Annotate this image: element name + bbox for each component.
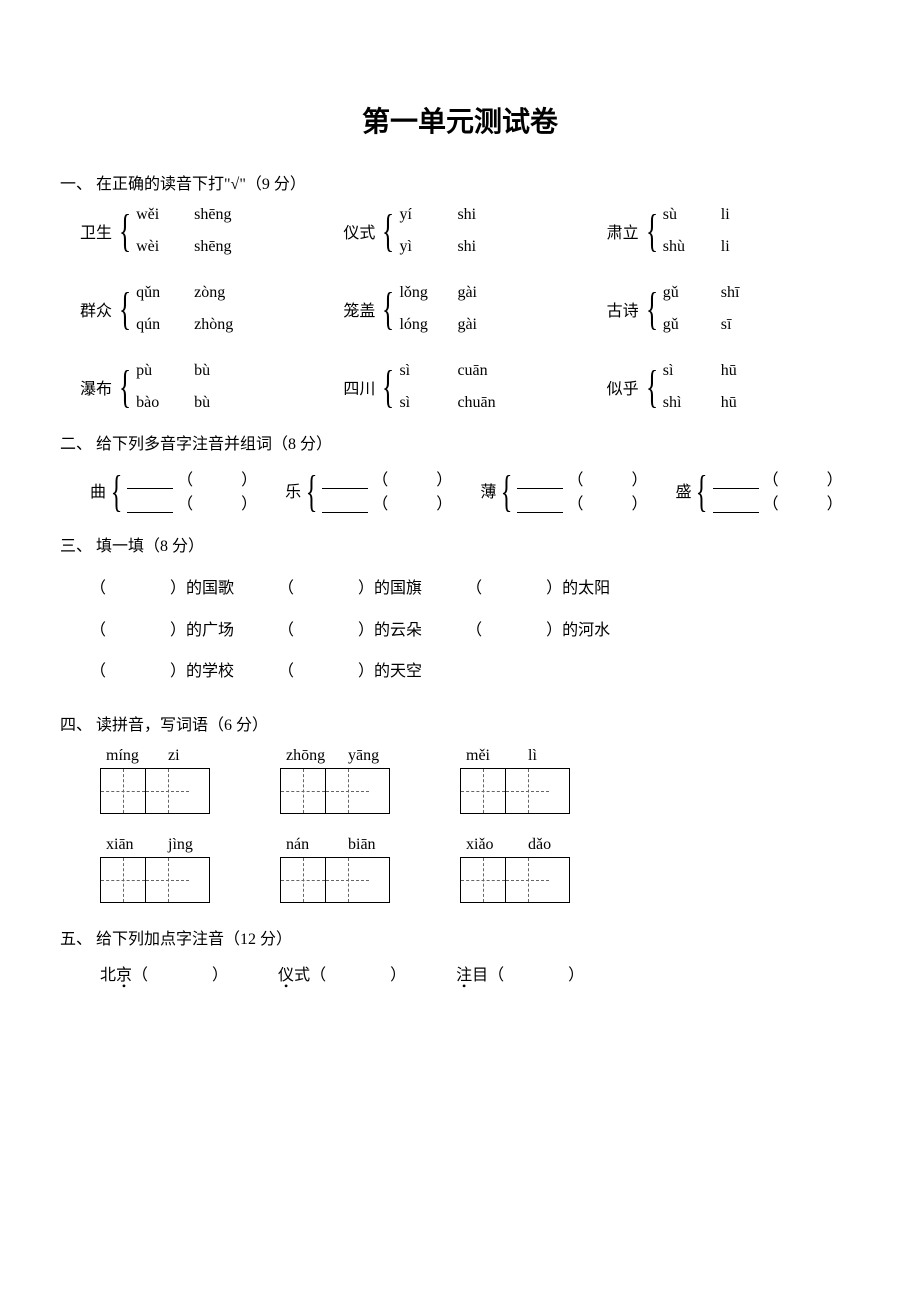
dotted-char: 注 — [456, 961, 472, 985]
write-box[interactable] — [280, 768, 390, 814]
write-box[interactable] — [100, 857, 210, 903]
q5-item[interactable]: 仪式（ ） — [278, 961, 406, 985]
q2-item: 曲 { （ ） （ ） — [90, 466, 257, 514]
pinyin-option[interactable]: sìcuān — [399, 362, 497, 380]
section-3-heading: 三、 填一填（8 分） — [60, 532, 860, 556]
pinyin-option[interactable]: lǒnggài — [399, 284, 497, 302]
fill-blank[interactable]: （ ） — [713, 490, 843, 514]
write-box[interactable] — [280, 857, 390, 903]
q1-item: 似乎 { sìhū shìhū — [607, 362, 860, 412]
fill-blank[interactable]: （ ） — [517, 490, 647, 514]
q4-item[interactable]: xiǎodǎo — [460, 836, 570, 903]
pinyin-option[interactable]: pùbù — [136, 362, 234, 380]
pinyin-option[interactable]: sùli — [663, 206, 761, 224]
section-1-grid: 卫生 { wěishēng wèishēng 仪式 { yíshi yìshi … — [80, 206, 860, 412]
q1-item: 四川 { sìcuān sìchuān — [343, 362, 596, 412]
write-box[interactable] — [460, 857, 570, 903]
pinyin-option[interactable]: sìchuān — [399, 394, 497, 412]
q3-item[interactable]: （ ）的广场 — [90, 610, 234, 652]
q4-item[interactable]: měilì — [460, 747, 570, 814]
pinyin-option[interactable]: wěishēng — [136, 206, 234, 224]
section-5-heading: 五、 给下列加点字注音（12 分） — [60, 925, 860, 949]
dotted-char: 仪 — [278, 961, 294, 985]
pinyin-option[interactable]: lónggài — [399, 316, 497, 334]
q3-item[interactable]: （ ）的天空 — [278, 651, 422, 693]
section-5-body: 北京（ ） 仪式（ ） 注目（ ） — [100, 961, 860, 985]
q5-item[interactable]: 注目（ ） — [456, 961, 584, 985]
q3-item[interactable]: （ ）的太阳 — [466, 568, 610, 610]
pinyin-option[interactable]: gǔshī — [663, 284, 761, 302]
dotted-char: 京 — [116, 961, 132, 985]
write-box[interactable] — [460, 768, 570, 814]
q4-item[interactable]: nánbiān — [280, 836, 390, 903]
q4-item[interactable]: zhōngyāng — [280, 747, 390, 814]
pinyin-option[interactable]: qǔnzòng — [136, 284, 234, 302]
fill-blank[interactable]: （ ） — [713, 466, 843, 490]
section-4-heading: 四、 读拼音，写词语（6 分） — [60, 711, 860, 735]
page-title: 第一单元测试卷 — [60, 100, 860, 140]
pinyin-option[interactable]: shìhū — [663, 394, 761, 412]
q1-item: 卫生 { wěishēng wèishēng — [80, 206, 333, 256]
section-4-body: míngzi zhōngyāng měilì xiānjìng nánbiān … — [100, 747, 860, 903]
q1-item: 肃立 { sùli shùli — [607, 206, 860, 256]
q1-item: 笼盖 { lǒnggài lónggài — [343, 284, 596, 334]
q3-item[interactable]: （ ）的学校 — [90, 651, 234, 693]
pinyin-option[interactable]: sìhū — [663, 362, 761, 380]
pinyin-option[interactable]: yìshi — [399, 238, 497, 256]
pinyin-option[interactable]: bàobù — [136, 394, 234, 412]
q1-item: 群众 { qǔnzòng qúnzhòng — [80, 284, 333, 334]
q1-item: 瀑布 { pùbù bàobù — [80, 362, 333, 412]
fill-blank[interactable]: （ ） — [127, 490, 257, 514]
q4-item[interactable]: xiānjìng — [100, 836, 210, 903]
section-2-grid: 曲 { （ ） （ ） 乐 { （ ） （ ） 薄 { （ ） （ ） 盛 { … — [90, 466, 860, 514]
pinyin-option[interactable]: shùli — [663, 238, 761, 256]
q1-item: 仪式 { yíshi yìshi — [343, 206, 596, 256]
write-box[interactable] — [100, 768, 210, 814]
q2-item: 盛 { （ ） （ ） — [675, 466, 842, 514]
q4-item[interactable]: míngzi — [100, 747, 210, 814]
section-1-heading: 一、 在正确的读音下打"√"（9 分） — [60, 170, 860, 194]
fill-blank[interactable]: （ ） — [322, 466, 452, 490]
q3-item[interactable]: （ ）的河水 — [466, 610, 610, 652]
section-3-body: （ ）的国歌 （ ）的国旗 （ ）的太阳 （ ）的广场 （ ）的云朵 （ ）的河… — [90, 568, 860, 693]
section-2-heading: 二、 给下列多音字注音并组词（8 分） — [60, 430, 860, 454]
brace-icon: { — [119, 208, 131, 258]
fill-blank[interactable]: （ ） — [517, 466, 647, 490]
pinyin-option[interactable]: gǔsī — [663, 316, 761, 334]
pinyin-option[interactable]: qúnzhòng — [136, 316, 234, 334]
pinyin-option[interactable]: yíshi — [399, 206, 497, 224]
fill-blank[interactable]: （ ） — [322, 490, 452, 514]
q1-item: 古诗 { gǔshī gǔsī — [607, 284, 860, 334]
q1-word: 卫生 — [80, 219, 112, 243]
q2-item: 薄 { （ ） （ ） — [480, 466, 647, 514]
fill-blank[interactable]: （ ） — [127, 466, 257, 490]
pinyin-option[interactable]: wèishēng — [136, 238, 234, 256]
q5-item[interactable]: 北京（ ） — [100, 961, 228, 985]
q2-item: 乐 { （ ） （ ） — [285, 466, 452, 514]
q3-item[interactable]: （ ）的云朵 — [278, 610, 422, 652]
q3-item[interactable]: （ ）的国旗 — [278, 568, 422, 610]
q3-item[interactable]: （ ）的国歌 — [90, 568, 234, 610]
